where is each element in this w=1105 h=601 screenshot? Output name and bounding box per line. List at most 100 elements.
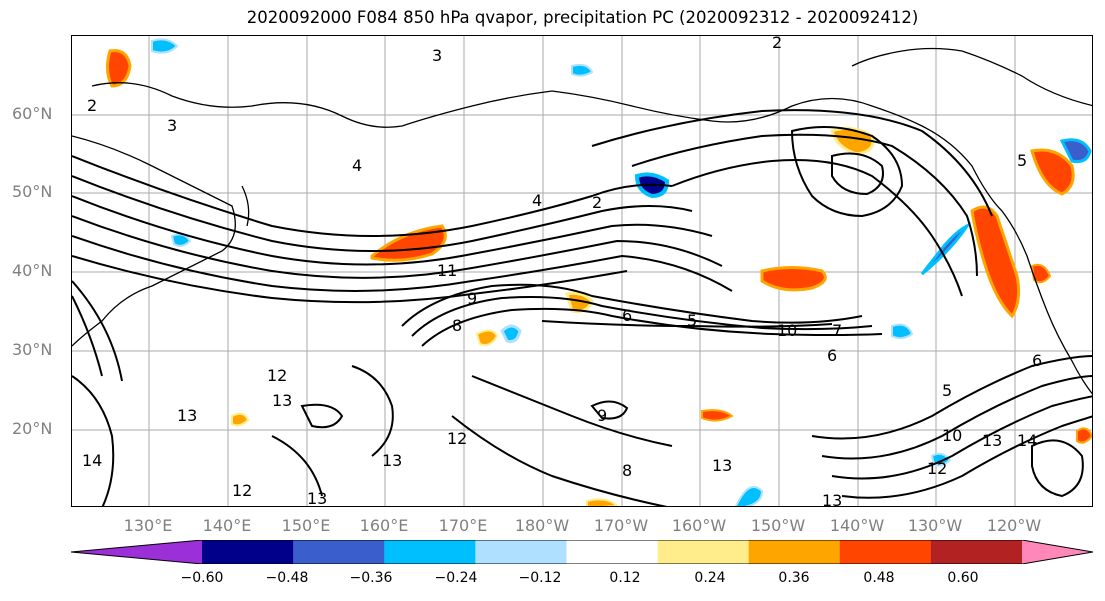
lon-label-130w: 130°W [907, 516, 963, 535]
lat-label-30n: 30°N [12, 340, 53, 359]
contour-label: 11 [437, 261, 457, 280]
lat-label-20n: 20°N [12, 419, 53, 438]
precip-positive [830, 126, 875, 156]
contour-label: 5 [687, 311, 697, 330]
contour-label: 13 [272, 391, 292, 410]
contour-label: 13 [712, 456, 732, 475]
colorbar-segment [475, 540, 567, 564]
precip-positive [760, 266, 827, 292]
precip-negative [500, 324, 522, 343]
contour-label: 2 [87, 96, 97, 115]
contour-label: 2 [592, 193, 602, 212]
colorbar-tick: 0.36 [778, 570, 810, 586]
precip-negative [891, 323, 914, 340]
lon-label-160w: 160°W [671, 516, 727, 535]
colorbar-segments [71, 540, 1093, 564]
colorbar-segment [566, 540, 659, 564]
contour-label: 13 [177, 406, 197, 425]
contour-label: 14 [82, 451, 102, 470]
colorbar-segment [748, 540, 841, 564]
contour-label: 4 [532, 191, 542, 210]
precip-positive [1076, 427, 1092, 444]
lon-label-150e: 150°E [281, 516, 331, 535]
colorbar-segment [839, 540, 932, 564]
contour-label: 2 [772, 36, 782, 52]
colorbar-tick: −0.36 [349, 570, 393, 586]
precip-negative [920, 222, 972, 276]
lat-label-50n: 50°N [12, 182, 53, 201]
contour-label: 13 [382, 451, 402, 470]
precip-positive [475, 329, 499, 346]
precip-negative [571, 63, 594, 77]
contour-label: 6 [1032, 351, 1042, 370]
coastlines [72, 47, 1092, 395]
lon-label-150w: 150°W [750, 516, 806, 535]
precip-negative [170, 233, 192, 247]
colorbar-tick: 0.48 [863, 570, 895, 586]
precip-positive [370, 224, 447, 262]
precip-positive [231, 412, 250, 427]
lat-label-60n: 60°N [12, 104, 53, 123]
colorbar-extend-high [1022, 540, 1093, 564]
colorbar-segment [384, 540, 476, 564]
contour-label: 6 [827, 346, 837, 365]
colorbar-tick: −0.48 [265, 570, 309, 586]
contour-label: 5 [1017, 151, 1027, 170]
precip-negative [1059, 138, 1092, 163]
contour-label: 10 [777, 321, 797, 340]
contour-label: 14 [1017, 431, 1037, 450]
contour-label: 13 [822, 491, 842, 507]
precip-shading [105, 38, 1092, 506]
contour-labels: 2 3 4 2 11 9 8 6 5 10 7 6 12 13 13 12 13… [82, 36, 1042, 507]
colorbar-tick: −0.12 [518, 570, 562, 586]
lon-label-140e: 140°E [202, 516, 252, 535]
colorbar-tick: −0.24 [434, 570, 478, 586]
lon-label-130e: 130°E [123, 516, 173, 535]
precip-negative [151, 38, 179, 54]
colorbar-tick: 0.60 [947, 570, 979, 586]
colorbar-segment [202, 540, 294, 564]
colorbar-segment [657, 540, 750, 564]
lon-label-170w: 170°W [593, 516, 649, 535]
contour-label: 12 [232, 481, 252, 500]
contour-label: 10 [942, 426, 962, 445]
contour-label: 8 [622, 461, 632, 480]
precip-positive [701, 409, 734, 422]
colorbar-tick: 0.24 [694, 570, 726, 586]
contour-label: 8 [452, 316, 462, 335]
precip-positive [970, 205, 1021, 319]
contour-label: 12 [447, 429, 467, 448]
contour-label: 5 [942, 381, 952, 400]
contour-label: 3 [167, 116, 177, 135]
contour-label: 4 [352, 156, 362, 175]
contour-label: 9 [597, 406, 607, 425]
contour-label: 13 [307, 489, 327, 507]
precip-positive [586, 498, 619, 506]
contour-label: 6 [622, 306, 632, 325]
map-panel: 2 3 4 2 11 9 8 6 5 10 7 6 12 13 13 12 13… [71, 35, 1093, 507]
colorbar-tick: −0.60 [180, 570, 224, 586]
contour-label: 12 [267, 366, 287, 385]
lon-label-170e: 170°E [438, 516, 488, 535]
lat-label-40n: 40°N [12, 261, 53, 280]
colorbar-segment [930, 540, 1023, 564]
contour-label: 9 [467, 289, 477, 308]
lon-label-120w: 120°W [986, 516, 1042, 535]
precip-positive [1030, 263, 1052, 284]
lon-label-160e: 160°E [359, 516, 409, 535]
precip-positive [105, 49, 132, 88]
colorbar [71, 540, 1093, 564]
precip-positive [1030, 148, 1075, 196]
map-canvas: 2 3 4 2 11 9 8 6 5 10 7 6 12 13 13 12 13… [72, 36, 1092, 507]
contour-label: 7 [832, 321, 842, 340]
lon-label-140w: 140°W [829, 516, 885, 535]
precip-negative [735, 485, 764, 506]
contour-label: 13 [982, 431, 1002, 450]
contour-label: 3 [432, 46, 442, 65]
map-title: 2020092000 F084 850 hPa qvapor, precipit… [246, 8, 919, 27]
colorbar-tick: 0.12 [609, 570, 641, 586]
pw-contours [72, 109, 1092, 506]
precip-positive [565, 291, 594, 313]
contour-label: 12 [927, 459, 947, 478]
colorbar-segment [293, 540, 385, 564]
